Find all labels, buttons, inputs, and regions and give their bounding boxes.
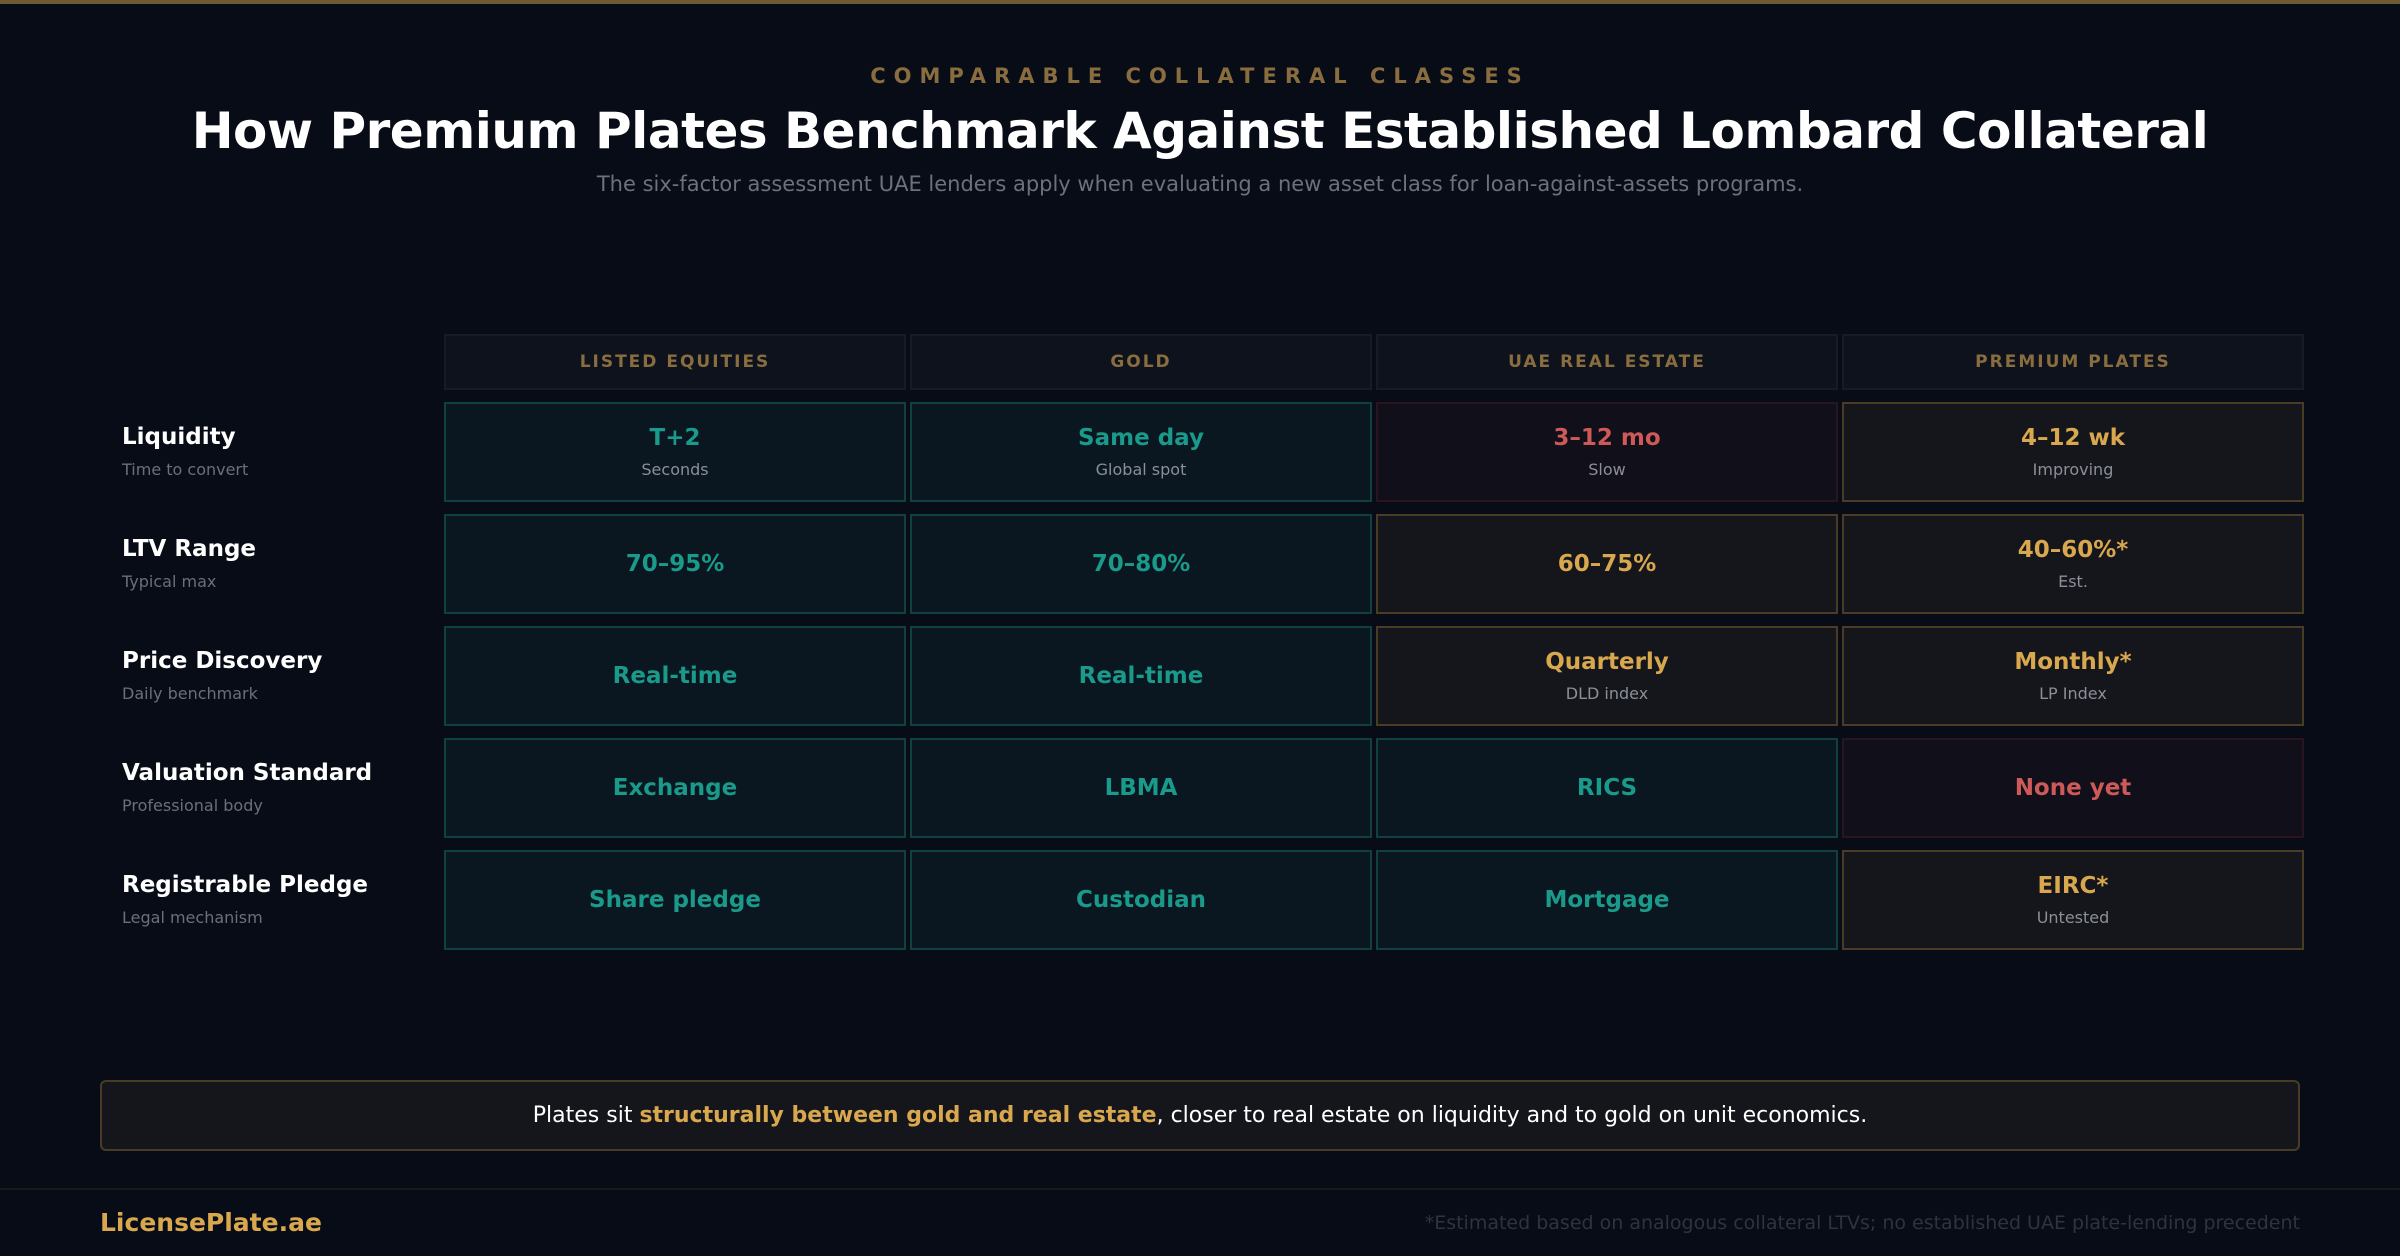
row-label-subtitle: Professional body	[122, 796, 263, 815]
footnote: *Estimated based on analogous collateral…	[1424, 1212, 2300, 1234]
row-label-title: Price Discovery	[122, 648, 323, 674]
table-cell: Real-time	[444, 626, 906, 726]
table-cell: 3–12 mo Slow	[1376, 402, 1838, 502]
callout-text-after: , closer to real estate on liquidity and…	[1156, 1103, 1868, 1128]
row-label-liquidity: Liquidity Time to convert	[122, 424, 422, 479]
row-label-subtitle: Legal mechanism	[122, 908, 263, 927]
page-title: How Premium Plates Benchmark Against Est…	[191, 102, 2209, 160]
cell-value: Real-time	[612, 663, 738, 689]
cell-value: Custodian	[1076, 887, 1206, 913]
cell-note: Global spot	[1095, 460, 1187, 479]
column-header-uae-real-estate: UAE REAL ESTATE	[1376, 334, 1838, 390]
cell-value: Exchange	[612, 775, 738, 801]
cell-value: Share pledge	[589, 887, 761, 913]
row-label-ltv-range: LTV Range Typical max	[122, 536, 422, 591]
table-cell: Real-time	[910, 626, 1372, 726]
row-label-subtitle: Typical max	[122, 572, 217, 591]
cell-value: RICS	[1576, 775, 1638, 801]
cell-note: Improving	[2032, 460, 2114, 479]
cell-note: Untested	[2036, 908, 2110, 927]
table-cell: RICS	[1376, 738, 1838, 838]
cell-value: 40–60%*	[2017, 537, 2129, 563]
table-cell: Same day Global spot	[910, 402, 1372, 502]
cell-note: Seconds	[641, 460, 709, 479]
table-cell: Mortgage	[1376, 850, 1838, 950]
column-header-gold: GOLD	[910, 334, 1372, 390]
brand-logo-text[interactable]: LicensePlate.ae	[100, 1208, 322, 1237]
cell-value: None yet	[2014, 775, 2132, 801]
table-cell: 70–95%	[444, 514, 906, 614]
table-cell: LBMA	[910, 738, 1372, 838]
eyebrow-label: COMPARABLE COLLATERAL CLASSES	[870, 64, 1530, 88]
page-subtitle: The six-factor assessment UAE lenders ap…	[596, 172, 1804, 196]
table-cell: 4–12 wk Improving	[1842, 402, 2304, 502]
row-label-price-discovery: Price Discovery Daily benchmark	[122, 648, 422, 703]
cell-value: 4–12 wk	[2020, 425, 2126, 451]
table-cell: Exchange	[444, 738, 906, 838]
cell-value: EIRC*	[2037, 873, 2109, 899]
top-accent-bar	[0, 0, 2400, 4]
cell-value: 60–75%	[1557, 551, 1657, 577]
cell-value: 70–95%	[625, 551, 725, 577]
cell-note: DLD index	[1565, 684, 1649, 703]
table-cell: Quarterly DLD index	[1376, 626, 1838, 726]
row-label-subtitle: Time to convert	[122, 460, 249, 479]
column-header-premium-plates: PREMIUM PLATES	[1842, 334, 2304, 390]
table-cell: T+2 Seconds	[444, 402, 906, 502]
row-label-title: Liquidity	[122, 424, 236, 450]
cell-note: Est.	[2058, 572, 2088, 591]
summary-callout: Plates sit structurally between gold and…	[100, 1080, 2300, 1151]
row-label-title: LTV Range	[122, 536, 257, 562]
cell-note: Slow	[1588, 460, 1626, 479]
row-label-title: Valuation Standard	[122, 760, 373, 786]
row-label-valuation-standard: Valuation Standard Professional body	[122, 760, 422, 815]
cell-value: T+2	[649, 425, 701, 451]
table-cell: Custodian	[910, 850, 1372, 950]
table-cell: EIRC* Untested	[1842, 850, 2304, 950]
cell-value: Mortgage	[1544, 887, 1670, 913]
cell-value: 70–80%	[1091, 551, 1191, 577]
table-cell: 60–75%	[1376, 514, 1838, 614]
cell-value: Real-time	[1078, 663, 1204, 689]
table-cell: Share pledge	[444, 850, 906, 950]
cell-value: 3–12 mo	[1553, 425, 1661, 451]
callout-text-before: Plates sit	[532, 1103, 640, 1128]
cell-value: LBMA	[1104, 775, 1178, 801]
column-header-listed-equities: LISTED EQUITIES	[444, 334, 906, 390]
cell-note: LP Index	[2039, 684, 2107, 703]
table-cell: 40–60%* Est.	[1842, 514, 2304, 614]
row-label-subtitle: Daily benchmark	[122, 684, 258, 703]
row-label-title: Registrable Pledge	[122, 872, 369, 898]
table-cell: Monthly* LP Index	[1842, 626, 2304, 726]
cell-value: Quarterly	[1545, 649, 1669, 675]
footer-divider	[0, 1188, 2400, 1190]
table-cell: None yet	[1842, 738, 2304, 838]
table-cell: 70–80%	[910, 514, 1372, 614]
callout-highlight: structurally between gold and real estat…	[639, 1103, 1157, 1128]
row-label-registrable-pledge: Registrable Pledge Legal mechanism	[122, 872, 422, 927]
cell-value: Monthly*	[2014, 649, 2132, 675]
cell-value: Same day	[1078, 425, 1204, 451]
